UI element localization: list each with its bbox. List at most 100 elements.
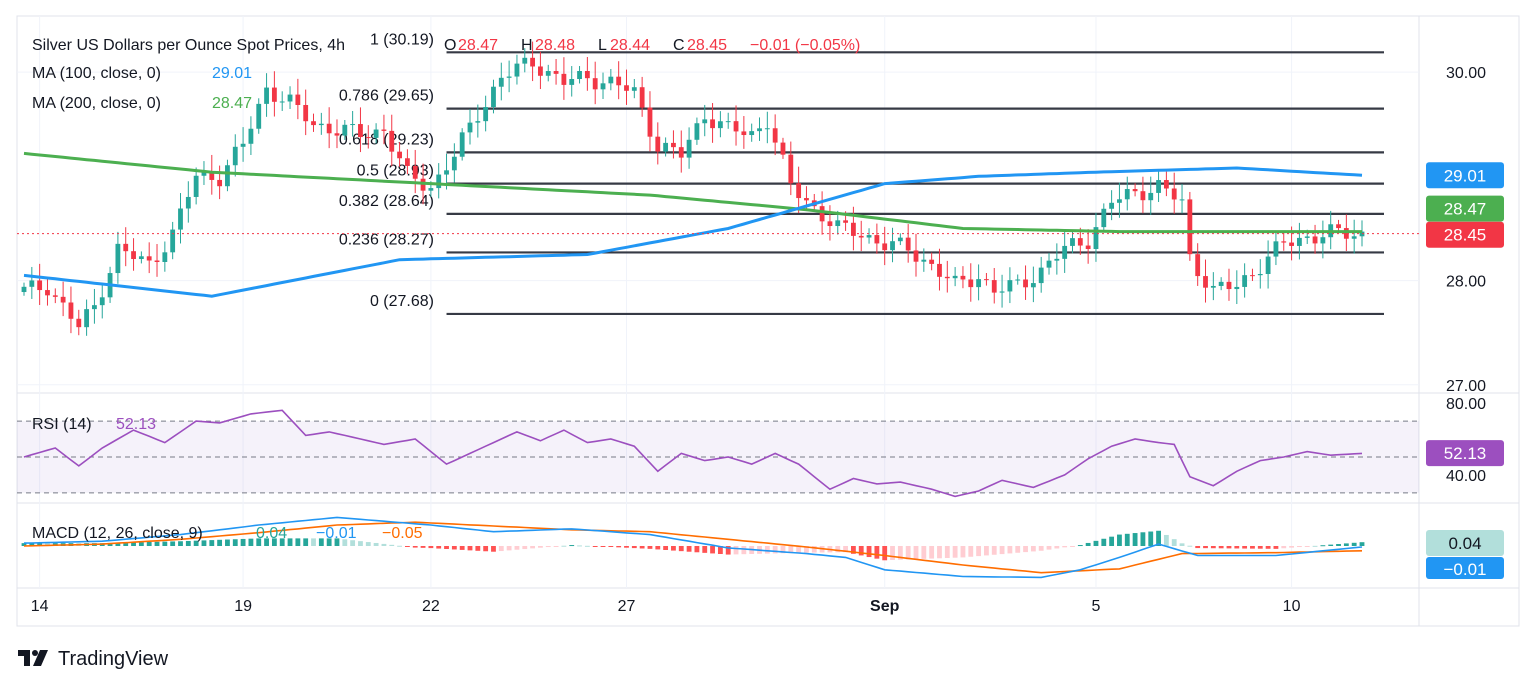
candle	[796, 166, 802, 214]
candle-body	[1257, 274, 1263, 276]
candle-body	[1210, 285, 1216, 288]
candle	[506, 60, 512, 93]
macd-histogram-bar	[1140, 532, 1146, 546]
macd-histogram-bar	[29, 543, 35, 546]
macd-histogram-bar	[913, 546, 919, 560]
macd-histogram-bar	[663, 546, 669, 550]
macd-histogram-bar	[725, 546, 731, 555]
macd-histogram-bar	[741, 546, 747, 555]
macd-histogram-bar	[459, 546, 465, 550]
candle-body	[1030, 283, 1036, 288]
candle	[29, 266, 35, 299]
macd-histogram-bar	[710, 546, 715, 554]
macd-histogram-bar	[271, 538, 277, 546]
symbol-title: Silver US Dollars per Ounce Spot Prices,…	[32, 37, 345, 54]
candle-body	[240, 143, 246, 147]
candle-body	[921, 259, 927, 262]
candle-body	[1046, 260, 1052, 268]
candle	[256, 98, 262, 134]
candle-body	[882, 243, 888, 251]
last-price-badge-bg	[1426, 221, 1504, 248]
candle	[584, 56, 590, 91]
candle	[545, 64, 551, 82]
macd-histogram-bar	[428, 546, 434, 549]
candle	[984, 273, 989, 286]
rsi-pane[interactable]: RSI (14) 52.13 80.00 40.00 52.13	[17, 396, 1504, 498]
macd-histogram-bar	[616, 546, 622, 548]
candle-body	[850, 222, 856, 236]
macd-histogram-bar	[342, 539, 348, 546]
candle-body	[1007, 280, 1013, 292]
macd-histogram-bar	[1304, 546, 1310, 547]
candle-body	[1265, 256, 1271, 275]
candle-body	[1304, 236, 1310, 238]
tradingview-logo[interactable]: TradingView	[18, 648, 169, 670]
macd-histogram-bar	[138, 542, 144, 546]
macd-histogram-bar	[1101, 538, 1107, 546]
macd-pane[interactable]: MACD (12, 26, close, 9) 0.04 −0.01 −0.05 0.0…	[21, 516, 1504, 579]
candle	[37, 263, 43, 305]
macd-histogram-bar	[475, 546, 481, 551]
candle	[937, 248, 942, 291]
candle-body	[1117, 199, 1122, 203]
candle	[1156, 169, 1161, 202]
candle-body	[373, 129, 379, 138]
candle-body	[170, 229, 176, 253]
candle	[92, 288, 97, 324]
candle	[467, 109, 473, 145]
macd-histogram-bar	[365, 542, 371, 546]
candle-body	[131, 251, 136, 260]
time-tick: 14	[31, 598, 49, 615]
candle-body	[162, 252, 168, 262]
candle	[991, 268, 997, 304]
candle-body	[45, 290, 50, 296]
candle-body	[1273, 241, 1279, 257]
macd-histogram-bar	[569, 545, 575, 547]
macd-histogram-bar	[389, 544, 395, 546]
candle	[68, 286, 74, 334]
candle	[905, 224, 911, 263]
candle	[193, 167, 199, 205]
macd-histogram-bar	[1218, 546, 1224, 549]
macd-histogram-bar	[350, 540, 356, 546]
candle	[1195, 243, 1201, 286]
candle-body	[287, 94, 293, 102]
candle-body	[326, 123, 332, 134]
candle-body	[428, 188, 434, 191]
fibonacci-retracement[interactable]: 1 (30.19)0.786 (29.65)0.618 (29.23)0.5 (…	[339, 31, 1384, 316]
candle	[115, 231, 121, 284]
candle	[1171, 172, 1177, 214]
candle	[1101, 203, 1107, 232]
candle-body	[99, 297, 105, 306]
macd-line-badge-text: −0.01	[1443, 560, 1486, 579]
candle	[522, 48, 528, 73]
ohlc-readout: O 28.47 H 28.48 L 28.44 C 28.45 −0.01 (−…	[444, 37, 860, 54]
macd-histogram-bar	[850, 546, 856, 554]
candle	[569, 66, 575, 97]
candle	[944, 260, 950, 293]
legend-main: Silver US Dollars per Ounce Spot Prices,…	[32, 37, 860, 112]
macd-histogram-bar	[804, 546, 809, 553]
candle	[1250, 268, 1255, 281]
candle-body	[37, 280, 43, 291]
macd-histogram-bar	[115, 542, 121, 546]
candle-body	[553, 71, 559, 74]
candle-body	[389, 130, 395, 152]
macd-histogram-bar	[600, 546, 606, 547]
price-axis[interactable]: 30.00 28.00 27.00 29.01 28.47 28.45	[1426, 65, 1504, 395]
candle	[882, 226, 888, 266]
price-tick: 30.00	[1446, 65, 1486, 82]
time-axis[interactable]: 14 19 22 27 Sep 5 10	[31, 598, 1301, 615]
candle	[178, 193, 183, 244]
macd-histogram-bar	[404, 546, 410, 547]
macd-histogram-bar	[209, 540, 215, 546]
candle	[1124, 176, 1130, 211]
candle-body	[937, 263, 942, 277]
candle	[381, 114, 387, 145]
candle-body	[1093, 227, 1099, 249]
candle-body	[209, 171, 215, 180]
macd-histogram-bar	[248, 538, 254, 546]
macd-histogram-bar	[553, 546, 559, 547]
candle	[577, 66, 582, 84]
